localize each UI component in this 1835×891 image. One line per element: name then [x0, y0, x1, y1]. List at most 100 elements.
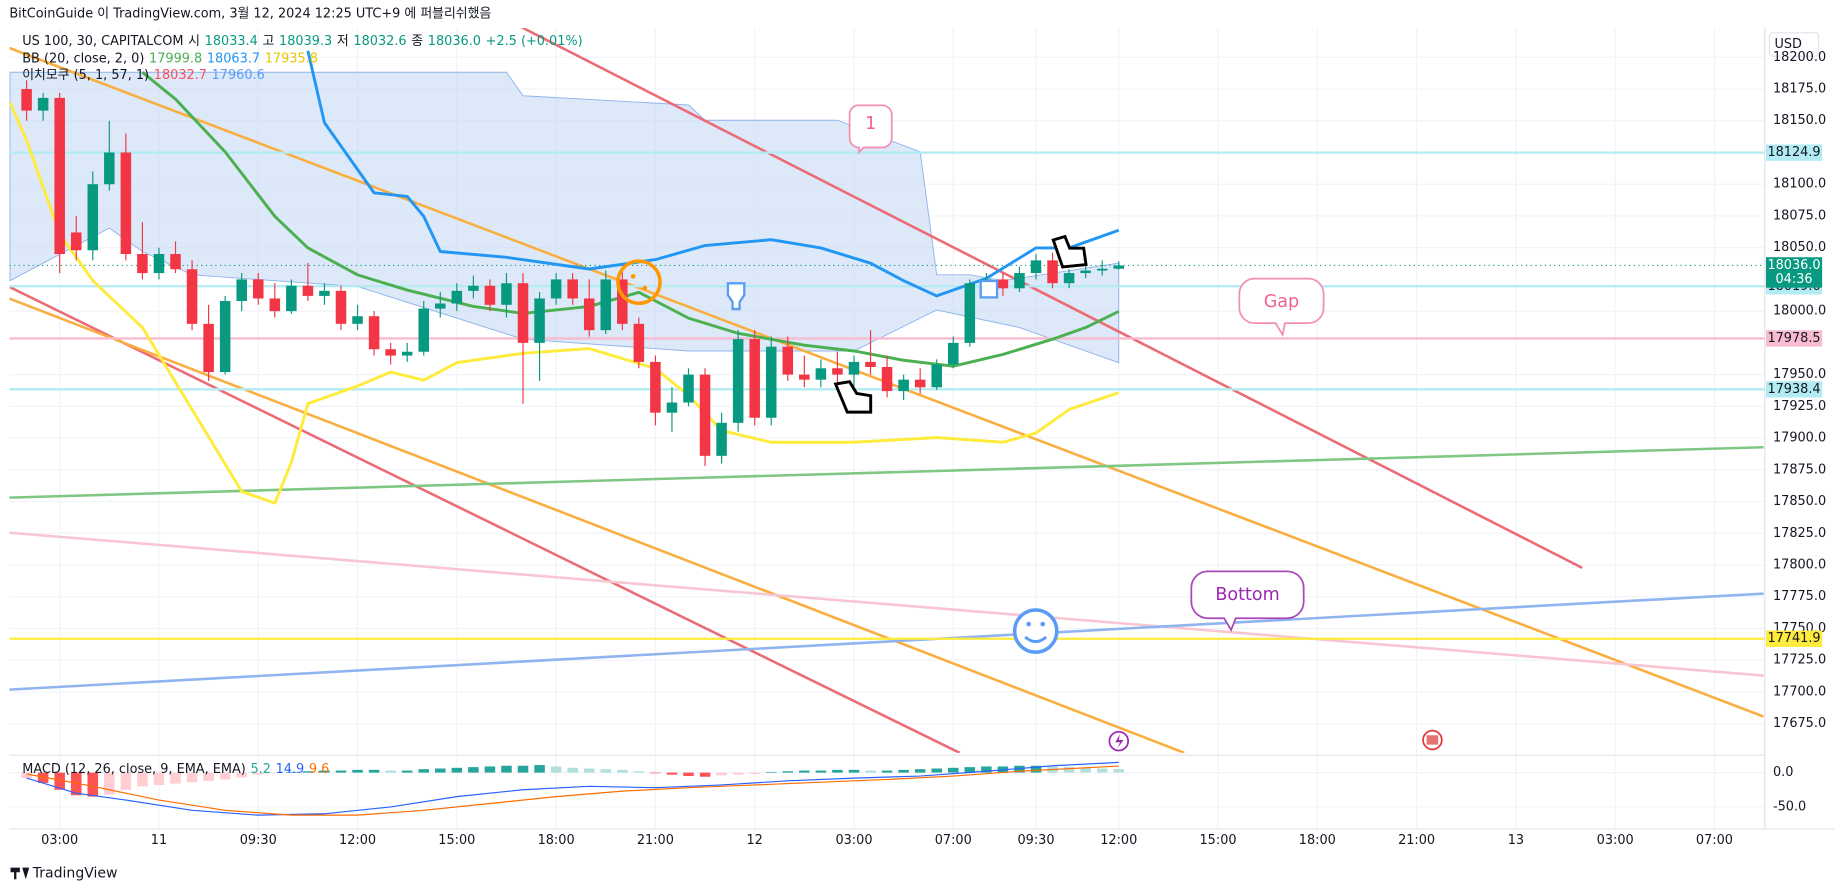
y-tick-label: 18000.0	[1773, 304, 1826, 319]
currency[interactable]: USD	[1774, 37, 1802, 52]
candle-body	[418, 308, 430, 352]
macd-bar	[203, 772, 214, 781]
x-tick-label: 12:00	[1100, 833, 1137, 848]
macd-bar	[799, 770, 810, 773]
macd-bar	[666, 772, 678, 775]
candle-body	[683, 374, 694, 403]
macd-bar	[583, 768, 595, 773]
macd-bar	[815, 770, 827, 773]
candle-body	[666, 402, 678, 413]
macd-bar	[269, 772, 281, 774]
macd-bar	[484, 766, 496, 773]
x-tick-label: 21:00	[637, 833, 674, 848]
flag	[1426, 735, 1439, 745]
macd-bar	[186, 772, 198, 783]
legend-item: 14.9	[276, 762, 305, 777]
annotation-text: Gap	[1264, 292, 1299, 312]
candle-body	[583, 298, 595, 331]
macd-bar	[865, 770, 876, 773]
legend-item: 고	[263, 33, 275, 48]
macd-bar	[832, 769, 843, 773]
price-label-box	[1765, 381, 1823, 398]
x-tick-label: 12:00	[339, 833, 376, 848]
macd-bar	[1063, 767, 1075, 773]
legend-row: MACD (12, 26, close, 9, EMA, EMA) 5.2 14.9…	[22, 762, 329, 777]
candle-body	[650, 361, 661, 413]
candle-body	[534, 298, 545, 343]
macd-bar	[964, 767, 976, 773]
footer-logo: TradingView	[32, 865, 118, 881]
candle-body	[401, 351, 413, 356]
candle-body	[633, 323, 645, 362]
candle-body	[550, 279, 562, 299]
price-label: 17978.5	[1767, 331, 1820, 346]
x-tick-label: 15:00	[438, 833, 475, 848]
macd-bar	[501, 765, 512, 773]
macd-bar	[153, 772, 165, 785]
legend-item: 18032.7	[154, 67, 207, 82]
macd-bar	[914, 769, 926, 773]
macd-bar	[1113, 769, 1125, 773]
x-tick-label: 18:00	[1299, 833, 1336, 848]
macd-bar	[104, 772, 115, 795]
candle-body	[170, 254, 181, 270]
currency-button[interactable]	[1768, 32, 1820, 57]
price-label-box	[1765, 330, 1823, 347]
legend-item: 17999.8	[149, 51, 202, 66]
y-tick-label: 17825.0	[1773, 526, 1826, 541]
trend-line	[9, 531, 1764, 677]
macd-bar	[120, 772, 132, 790]
legend-row: US 100, 30, CAPITALCOM 시 18033.4 고 18039.3 저 1…	[22, 33, 582, 48]
trend-line	[9, 445, 1764, 499]
candle-body	[104, 152, 115, 185]
indicators	[9, 50, 1120, 505]
macd-bar	[600, 769, 612, 773]
macd-bar	[1080, 767, 1091, 773]
publish-note: BitCoinGuide 이 TradingView.com, 3월 12, 2…	[9, 6, 491, 22]
macd-line	[26, 761, 1119, 816]
legend-item: 17935.8	[265, 51, 318, 66]
macd-bar	[567, 767, 578, 773]
candle-body	[782, 346, 794, 375]
macd-bar	[683, 772, 694, 777]
macd-bar	[633, 771, 645, 773]
y-tick-label: 18050.0	[1773, 240, 1826, 255]
macd-bar	[418, 769, 430, 773]
candle-body	[848, 361, 860, 375]
smiley-eye	[1040, 621, 1046, 627]
price-label-box	[1765, 630, 1823, 647]
last-price-label: 18036.0	[1767, 258, 1820, 273]
y-tick-label: 17900.0	[1773, 431, 1826, 446]
legend-item: 18033.4	[205, 33, 258, 48]
candle-body	[385, 349, 396, 356]
event-bolt	[1115, 734, 1124, 749]
macd-bar	[617, 769, 628, 773]
callout-bubble	[1190, 570, 1305, 632]
x-tick-label: 03:00	[835, 833, 872, 848]
candle-body	[484, 285, 496, 305]
candle-body	[236, 279, 247, 301]
legend-item: MACD (12, 26, close, 9, EMA, EMA)	[22, 762, 246, 777]
macd-tick-label: -50.0	[1773, 799, 1806, 814]
legend-item: 18039.3	[279, 33, 332, 48]
candle-body	[368, 316, 380, 350]
legend-item: 18032.6	[353, 33, 406, 48]
candle-body	[997, 279, 1009, 289]
candle-body	[70, 232, 82, 251]
x-tick-label: 07:00	[935, 833, 972, 848]
macd-bar	[21, 772, 32, 779]
candle-body	[567, 279, 578, 299]
legend-item: 종	[411, 33, 423, 48]
macd-bar	[749, 772, 760, 774]
macd-bar	[368, 769, 380, 773]
macd-bar	[252, 772, 264, 775]
macd-bar	[898, 769, 909, 773]
macd-bar	[947, 767, 959, 773]
y-tick-label: 17775.0	[1773, 589, 1826, 604]
macd-bar	[468, 767, 479, 773]
y-tick-label: 18150.0	[1773, 113, 1826, 128]
legend-item: BB (20, close, 2, 0)	[22, 51, 144, 66]
macd-bar	[550, 766, 562, 773]
